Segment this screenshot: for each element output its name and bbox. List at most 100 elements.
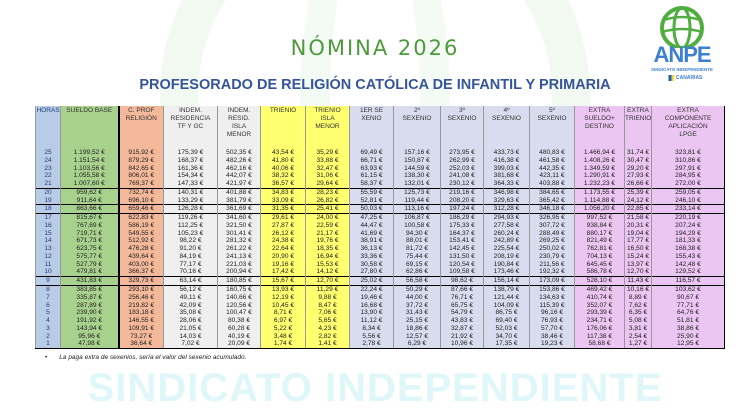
amount-cell: 138,79 € <box>483 284 530 294</box>
column-header: EXTRA SUELDO+ DESTINO <box>574 106 625 149</box>
amount-cell: 13,97 € <box>624 260 652 269</box>
amount-cell: 119,44 € <box>393 196 441 205</box>
amount-cell: 25,41 € <box>305 204 350 214</box>
amount-cell: 346,18 € <box>529 204 575 214</box>
amount-cell: 24,12 € <box>624 196 652 205</box>
amount-cell: 403,00 € <box>117 260 164 269</box>
amount-cell: 25,02 € <box>349 276 394 286</box>
hours-cell: 23 <box>35 164 61 173</box>
amount-cell: 138,30 € <box>393 172 441 181</box>
amount-cell: 329,63 € <box>483 196 530 205</box>
amount-cell: 84,19 € <box>163 252 218 261</box>
column-header: 5º SEXENIO <box>529 106 575 149</box>
amount-cell: 512,92 € <box>117 237 164 246</box>
amount-cell: 62,86 € <box>393 268 441 277</box>
amount-cell: 260,24 € <box>483 229 530 238</box>
amount-cell: 16,68 € <box>349 301 394 310</box>
table-row: 1 47,98 €36,64 €7,02 €20,09 €1,74 €1,41 €… <box>35 340 725 350</box>
amount-cell: 69,49 € <box>349 149 394 157</box>
amount-cell: 442,35 € <box>529 164 575 173</box>
amount-cell: 56,12 € <box>163 284 218 294</box>
table-row: 18 863,66 €659,46 €126,28 €361,69 €31,35 … <box>35 204 725 214</box>
amount-cell: 1.232,23 € <box>574 180 625 189</box>
amount-cell: 1.114,88 € <box>574 196 625 205</box>
amount-cell: 5,56 € <box>349 332 394 341</box>
amount-cell: 997,52 € <box>574 213 625 222</box>
amount-cell: 33,88 € <box>305 156 350 165</box>
amount-cell: 1,27 € <box>624 340 652 350</box>
amount-cell: 307,72 € <box>529 221 575 230</box>
amount-cell: 14,12 € <box>305 268 350 277</box>
amount-cell: 288,49 € <box>529 229 575 238</box>
amount-cell: 208,20 € <box>440 196 484 205</box>
amount-cell: 11,43 € <box>624 276 652 286</box>
amount-cell: 364,33 € <box>483 180 530 189</box>
amount-cell: 52,03 € <box>483 324 530 333</box>
amount-cell: 180,85 € <box>217 276 261 286</box>
amount-cell: 234,71 € <box>574 317 625 325</box>
amount-cell: 119,26 € <box>163 213 218 222</box>
amount-cell: 28,06 € <box>163 317 218 325</box>
amount-cell: 29,61 € <box>260 213 306 222</box>
amount-cell: 29,64 € <box>305 180 350 189</box>
amount-cell: 586,19 € <box>117 221 164 230</box>
amount-cell: 63,93 € <box>349 164 394 173</box>
amount-cell: 38,46 € <box>529 332 575 341</box>
table-row: 17 815,67 €622,83 €119,26 €341,60 €29,61 … <box>35 213 725 222</box>
amount-cell: 22,85 € <box>624 204 652 214</box>
amount-cell: 383,85 € <box>60 284 119 294</box>
table-row: 25 1.199,52 €915,92 €175,39 €502,35 €43,5… <box>35 149 725 157</box>
amount-cell: 44,47 € <box>349 221 394 230</box>
amount-cell: 186,29 € <box>440 213 484 222</box>
amount-cell: 76,93 € <box>529 317 575 325</box>
amount-cell: 154,34 € <box>163 172 218 181</box>
amount-cell: 16,50 € <box>624 245 652 253</box>
amount-cell: 1.199,52 € <box>60 149 119 157</box>
logo-region-label: CANARIAS <box>676 75 703 81</box>
amount-cell: 197,24 € <box>440 204 484 214</box>
amount-cell: 732,74 € <box>117 187 164 197</box>
hours-cell: 16 <box>35 221 61 230</box>
amount-cell: 915,92 € <box>117 149 164 157</box>
hours-cell: 2 <box>35 332 61 341</box>
amount-cell: 32,47 € <box>305 164 350 173</box>
amount-cell: 221,03 € <box>217 260 261 269</box>
amount-cell: 12,95 € <box>651 340 725 350</box>
amount-cell: 80,38 € <box>217 317 261 325</box>
hours-cell: 21 <box>35 180 61 189</box>
amount-cell: 113,16 € <box>393 204 441 214</box>
amount-cell: 125,73 € <box>393 187 441 197</box>
amount-cell: 56,58 € <box>393 276 441 286</box>
amount-cell: 549,55 € <box>117 229 164 238</box>
amount-cell: 147,33 € <box>163 180 218 189</box>
amount-cell: 219,16 € <box>440 187 484 197</box>
amount-cell: 659,46 € <box>117 204 164 214</box>
amount-cell: 19,04 € <box>624 229 652 238</box>
amount-cell: 880,17 € <box>574 229 625 238</box>
column-header: EXTRA COMPONENTE APLICACIÓN LPGE <box>651 106 725 149</box>
amount-cell: 25,15 € <box>393 317 441 325</box>
amount-cell: 5,08 € <box>624 317 652 325</box>
amount-cell: 361,69 € <box>217 204 261 214</box>
amount-cell: 323,81 € <box>651 149 725 157</box>
amount-cell: 208,19 € <box>483 252 530 261</box>
canary-flag-icon <box>666 75 674 81</box>
amount-cell: 49,11 € <box>163 293 218 302</box>
amount-cell: 461,58 € <box>529 156 575 165</box>
amount-cell: 121,44 € <box>483 293 530 302</box>
amount-cell: 94,30 € <box>393 229 441 238</box>
amount-cell: 60,28 € <box>217 324 261 333</box>
amount-cell: 81,72 € <box>393 245 441 253</box>
amount-cell: 38,86 € <box>651 324 725 333</box>
amount-cell: 42,09 € <box>163 301 218 310</box>
hours-cell: 11 <box>35 260 61 269</box>
logo-subtitle: SINDICATO INDEPENDIENTE <box>650 67 714 72</box>
amount-cell: 6,97 € <box>260 317 306 325</box>
amount-cell: 11,12 € <box>349 317 394 325</box>
amount-cell: 17,35 € <box>483 340 530 350</box>
amount-cell: 24,38 € <box>260 237 306 246</box>
amount-cell: 36,64 € <box>117 340 164 350</box>
amount-cell: 43,54 € <box>260 149 306 157</box>
amount-cell: 168,37 € <box>163 156 218 165</box>
amount-cell: 15,24 € <box>624 252 652 261</box>
